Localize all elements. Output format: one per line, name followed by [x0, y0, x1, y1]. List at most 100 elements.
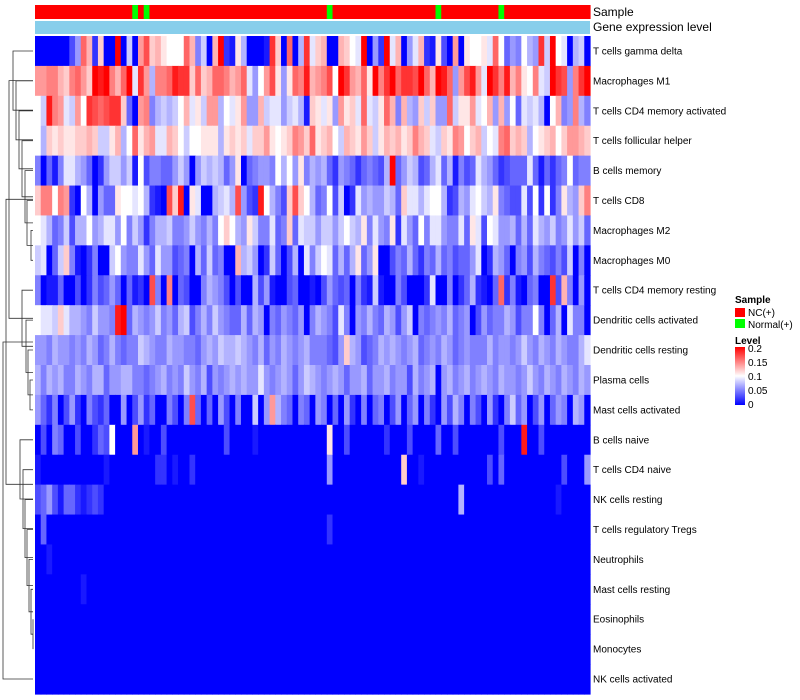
heatmap-cell	[275, 215, 282, 246]
heatmap-cell	[160, 245, 168, 276]
heatmap-cell	[206, 514, 213, 546]
heatmap-cell	[80, 36, 88, 67]
heatmap-cell	[200, 454, 208, 486]
heatmap-cell	[395, 65, 402, 97]
heatmap-cell	[40, 305, 48, 336]
heatmap-cell	[240, 454, 248, 486]
heatmap-cell	[303, 604, 311, 635]
heatmap-cell	[464, 155, 471, 187]
heatmap-cell	[46, 424, 53, 456]
row-label: T cells CD4 naive	[593, 465, 672, 476]
heatmap-cell	[343, 125, 351, 157]
heatmap-cell	[252, 185, 259, 217]
heatmap-cell	[481, 335, 488, 366]
heatmap-cell	[172, 335, 179, 366]
heatmap-cell	[155, 604, 162, 635]
heatmap-cell	[372, 305, 379, 336]
heatmap-cell	[561, 245, 568, 276]
heatmap-cell	[458, 424, 465, 456]
heatmap-cell	[481, 514, 488, 546]
heatmap-cell	[309, 424, 316, 456]
heatmap-cell	[418, 125, 425, 157]
heatmap-cell	[406, 155, 414, 187]
heatmap-cell	[406, 36, 414, 67]
heatmap-cell	[200, 664, 208, 695]
heatmap-cell	[252, 245, 259, 276]
heatmap-cell	[309, 634, 316, 665]
heatmap-cell	[424, 514, 431, 546]
heatmap-cell	[532, 544, 540, 575]
heatmap-cell	[235, 36, 242, 67]
sample-track-cell	[286, 5, 294, 19]
heatmap-cell	[452, 155, 459, 187]
heatmap-cell	[349, 484, 357, 516]
sample-track-cell	[229, 5, 236, 19]
sample-track-cell	[240, 5, 248, 19]
heatmap-cell	[143, 394, 151, 426]
heatmap-cell	[166, 305, 173, 336]
heatmap-cell	[384, 305, 391, 336]
heatmap-cell	[303, 335, 311, 366]
heatmap-cell	[57, 125, 65, 157]
heatmap-cell	[475, 574, 482, 605]
heatmap-cell	[532, 275, 540, 306]
heatmap-cell	[160, 365, 168, 396]
heatmap-cells	[35, 36, 591, 695]
heatmap-cell	[366, 424, 374, 456]
sample-track-cell	[561, 5, 568, 19]
heatmap-cell	[555, 514, 562, 546]
heatmap-cell	[538, 275, 545, 306]
heatmap-cell	[137, 36, 145, 67]
heatmap-cell	[418, 215, 425, 246]
heatmap-cell	[435, 394, 442, 426]
heatmap-cell	[366, 454, 374, 486]
heatmap-cell	[223, 424, 231, 456]
heatmap-cell	[218, 454, 225, 486]
heatmap-cell	[57, 215, 65, 246]
heatmap-cell	[361, 604, 368, 635]
heatmap-cell	[384, 664, 391, 695]
heatmap-cell	[372, 185, 379, 217]
heatmap-cell	[206, 65, 213, 97]
heatmap-cell	[584, 634, 591, 665]
heatmap-cell	[120, 544, 128, 575]
heatmap-cell	[75, 604, 82, 635]
heatmap-cell	[492, 634, 500, 665]
sample-track-cell	[424, 5, 431, 19]
heatmap-cell	[298, 604, 305, 635]
sample-track-cell	[69, 5, 76, 19]
heatmap-cell	[46, 95, 53, 127]
row-label: Macrophages M1	[593, 76, 671, 87]
heatmap-cell	[326, 275, 334, 306]
heatmap-cell	[343, 365, 351, 396]
heatmap-cell	[223, 454, 231, 486]
heatmap-cell	[412, 574, 419, 605]
heatmap-cell	[292, 65, 299, 97]
heatmap-cell	[378, 65, 385, 97]
heatmap-cell	[172, 424, 179, 456]
heatmap-cell	[223, 95, 231, 127]
heatmap-cell	[401, 305, 408, 336]
heatmap-cell	[361, 634, 368, 665]
heatmap-cell	[229, 125, 236, 157]
heatmap-cell	[298, 155, 305, 187]
heatmap-cell	[246, 95, 254, 127]
heatmap-cell	[361, 155, 368, 187]
heatmap-cell	[189, 574, 196, 605]
heatmap-cell	[441, 664, 448, 695]
heatmap-cell	[395, 155, 402, 187]
heatmap-cell	[178, 65, 185, 97]
heatmap-cell	[286, 125, 294, 157]
heatmap-cell	[240, 95, 248, 127]
heatmap-cell	[555, 305, 562, 336]
heatmap-cell	[504, 215, 511, 246]
heatmap-cell	[35, 305, 42, 336]
heatmap-cell	[229, 275, 236, 306]
heatmap-cell	[338, 394, 345, 426]
sample-track-cell	[120, 5, 128, 19]
heatmap-cell	[149, 484, 156, 516]
heatmap-cell	[555, 574, 562, 605]
heatmap-cell	[355, 305, 362, 336]
heatmap-cell	[63, 125, 70, 157]
heatmap-cell	[555, 95, 562, 127]
